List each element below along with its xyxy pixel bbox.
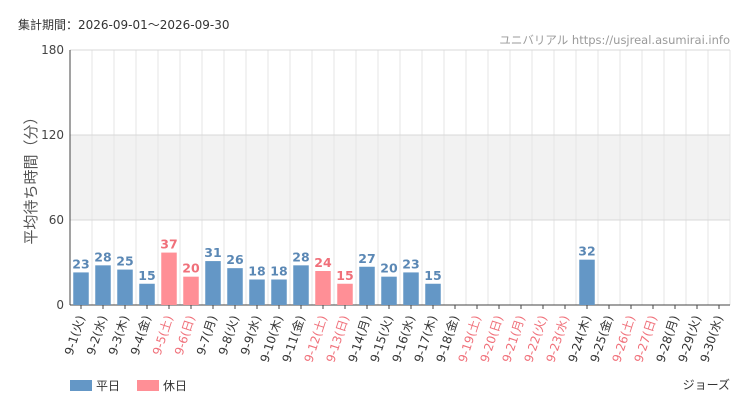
bar: [183, 276, 199, 305]
bar: [337, 283, 353, 305]
bar: [403, 272, 419, 305]
bar-value-label: 23: [72, 256, 89, 271]
bar: [381, 276, 397, 305]
legend-swatch-holiday: [137, 380, 159, 391]
bar: [139, 283, 155, 305]
bar-value-label: 23: [402, 256, 419, 271]
bar-value-label: 24: [314, 255, 332, 270]
bar-value-label: 15: [138, 268, 155, 283]
bar: [579, 259, 595, 305]
attraction-name: ジョーズ: [683, 377, 730, 392]
bar-value-label: 15: [336, 268, 353, 283]
period-text: 集計期間：2026-09-01～2026-09-30: [18, 17, 229, 32]
bar-value-label: 26: [226, 252, 244, 267]
plot-area: 060120180239-1(火)289-2(水)259-3(木)159-4(金…: [41, 43, 731, 364]
bar-value-label: 20: [380, 261, 398, 276]
y-tick-label: 0: [56, 298, 64, 312]
bar: [293, 265, 309, 305]
bar-value-label: 15: [424, 268, 441, 283]
bar-value-label: 20: [182, 261, 200, 276]
bar: [95, 265, 111, 305]
bar: [73, 272, 89, 305]
legend-swatch-weekday: [70, 380, 92, 391]
bar: [249, 279, 265, 305]
y-tick-label: 120: [41, 128, 64, 142]
bar: [315, 271, 331, 305]
legend-label-holiday: 休日: [163, 379, 187, 393]
bar: [359, 266, 375, 305]
y-tick-label: 180: [41, 43, 64, 57]
bar: [227, 268, 243, 305]
bar-value-label: 32: [578, 244, 595, 259]
bar: [425, 283, 441, 305]
y-axis-label: 平均待ち時間（分）: [22, 109, 40, 244]
legend: 平日 休日: [70, 379, 187, 393]
bar-value-label: 37: [160, 237, 177, 252]
bar-value-label: 28: [94, 249, 111, 264]
bar-value-label: 28: [292, 249, 309, 264]
bar-value-label: 31: [204, 245, 221, 260]
bar-value-label: 18: [248, 264, 265, 279]
bar: [117, 269, 133, 305]
bar-value-label: 25: [116, 254, 133, 269]
credit-text: ユニバリアル https://usjreal.asumirai.info: [499, 33, 730, 47]
y-tick-label: 60: [49, 213, 64, 227]
bar: [161, 252, 177, 305]
bar: [271, 279, 287, 305]
bar-value-label: 18: [270, 264, 287, 279]
bar-value-label: 27: [358, 251, 375, 266]
bar: [205, 261, 221, 305]
legend-label-weekday: 平日: [96, 379, 120, 393]
